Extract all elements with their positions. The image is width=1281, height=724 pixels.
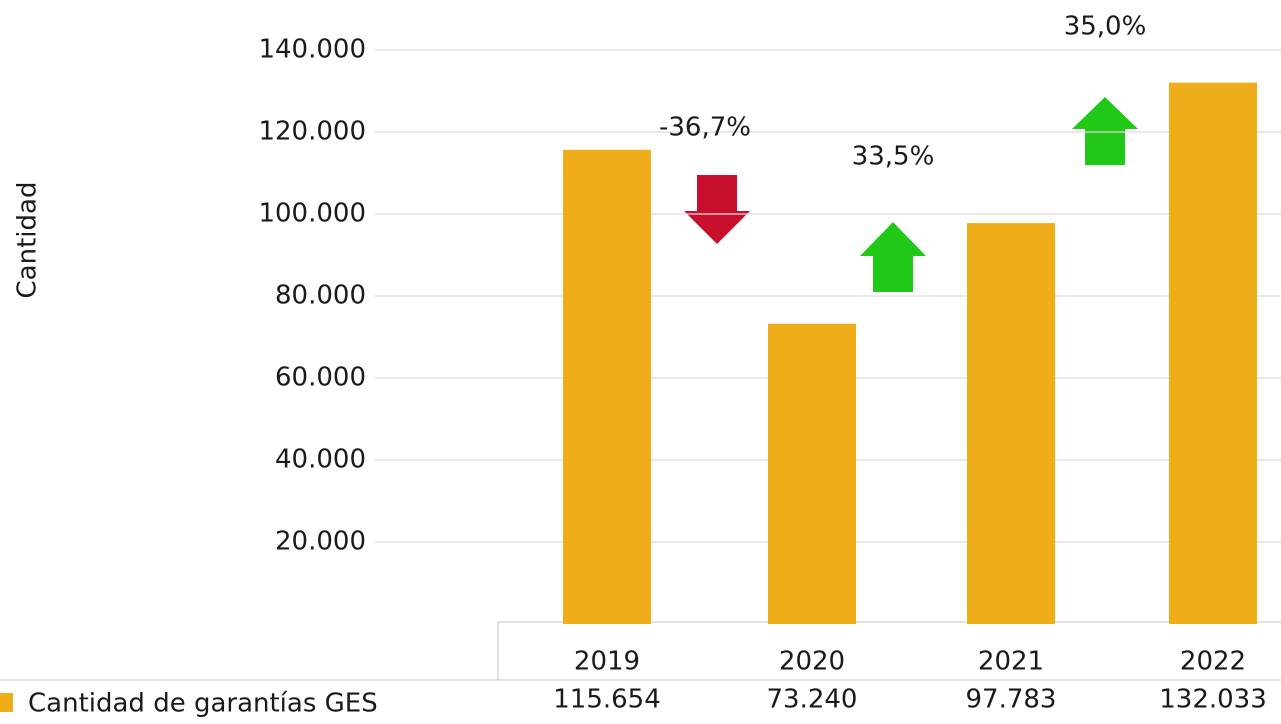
- up-arrow: [860, 222, 926, 292]
- bar: [1169, 82, 1257, 625]
- y-tick-label: 40.000: [275, 445, 366, 475]
- legend-label: Cantidad de garantías GES: [28, 689, 378, 719]
- y-tick-label: 120.000: [258, 117, 366, 147]
- x-tick-label: 2021: [978, 647, 1044, 677]
- y-tick-label: 20.000: [275, 527, 366, 557]
- x-tick-label: 2019: [574, 647, 640, 677]
- value-label: 132.033: [1159, 685, 1267, 715]
- bar: [967, 223, 1055, 624]
- bar: [563, 149, 651, 624]
- y-tick-label: 140.000: [258, 35, 366, 65]
- value-label: 73.240: [767, 685, 858, 715]
- value-label: 97.783: [966, 685, 1057, 715]
- value-label: 115.654: [553, 685, 661, 715]
- annotation: 35,0%: [1064, 12, 1147, 42]
- x-tick-label: 2022: [1180, 647, 1246, 677]
- annotation: -36,7%: [659, 113, 751, 143]
- y-tick-label: 80.000: [275, 281, 366, 311]
- up-arrow: [1072, 97, 1138, 165]
- annotation: 33,5%: [852, 142, 935, 172]
- x-tick-label: 2020: [779, 647, 845, 677]
- y-axis-label: Cantidad: [13, 182, 43, 299]
- y-tick-label: 60.000: [275, 363, 366, 393]
- y-tick-label: 100.000: [258, 199, 366, 229]
- legend-swatch: [0, 693, 13, 712]
- down-arrow: [684, 175, 750, 244]
- bar: [768, 323, 856, 624]
